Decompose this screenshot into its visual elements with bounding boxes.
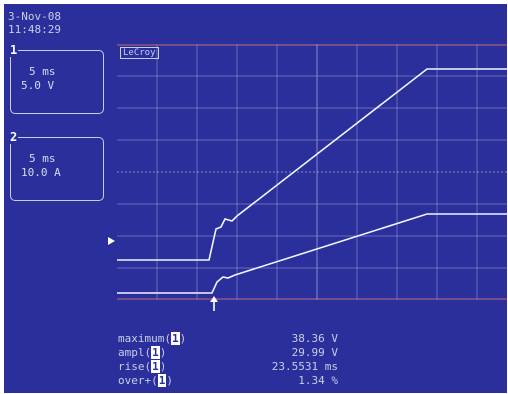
measurement-channel: 1 — [157, 374, 167, 387]
channel-2-scale: 10.0 A — [21, 166, 61, 179]
measurement-channel: 1 — [151, 360, 160, 373]
brand-label: LeCroy — [120, 47, 159, 59]
measurement-value: 1.34 % — [298, 374, 338, 387]
channel-2-box[interactable]: 2 5 ms 10.0 A — [9, 130, 104, 201]
measurement-label: rise( — [118, 360, 152, 373]
trigger-arrow-icon[interactable] — [209, 296, 219, 312]
trace-channel-1 — [117, 68, 507, 261]
date-label: 3-Nov-08 — [8, 10, 61, 23]
channel-1-box[interactable]: 1 5 ms 5.0 V — [9, 43, 104, 114]
trace-channel-2 — [117, 213, 507, 294]
channel-1-scale: 5.0 V — [21, 79, 55, 92]
measurement-channel: 1 — [151, 346, 160, 359]
measurement-label: maximum( — [118, 332, 171, 345]
measurement-label: ampl( — [118, 346, 152, 359]
measurement-value: 23.5531 ms — [271, 360, 338, 373]
time-label: 11:48:29 — [8, 23, 61, 36]
measurement-channel: 1 — [170, 332, 180, 345]
graticule — [117, 44, 507, 300]
channel-2-tag: 2 — [9, 130, 19, 144]
ground-marker-icon[interactable] — [108, 236, 116, 246]
channel-2-timebase: 5 ms — [29, 152, 56, 165]
measurement-label: over+( — [118, 374, 158, 387]
channel-1-tag: 1 — [9, 43, 19, 57]
measurement-value: 38.36 V — [291, 332, 338, 345]
measurement-value: 29.99 V — [291, 346, 338, 359]
oscilloscope-screen: 3-Nov-08 11:48:29 1 5 ms 5.0 V 2 5 ms 10… — [4, 4, 507, 393]
waveform-display[interactable] — [117, 44, 507, 300]
timestamp: 3-Nov-08 11:48:29 — [8, 10, 61, 36]
channel-1-timebase: 5 ms — [29, 65, 56, 78]
